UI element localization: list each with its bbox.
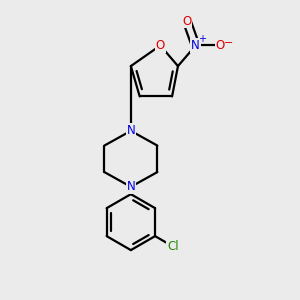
Text: N: N bbox=[191, 39, 200, 52]
Text: O: O bbox=[215, 39, 225, 52]
Text: Cl: Cl bbox=[167, 240, 179, 253]
Text: N: N bbox=[127, 124, 135, 137]
Text: N: N bbox=[127, 180, 135, 193]
Text: O: O bbox=[182, 14, 191, 28]
Text: −: − bbox=[224, 38, 233, 47]
Text: O: O bbox=[156, 39, 165, 52]
Text: +: + bbox=[198, 34, 206, 44]
